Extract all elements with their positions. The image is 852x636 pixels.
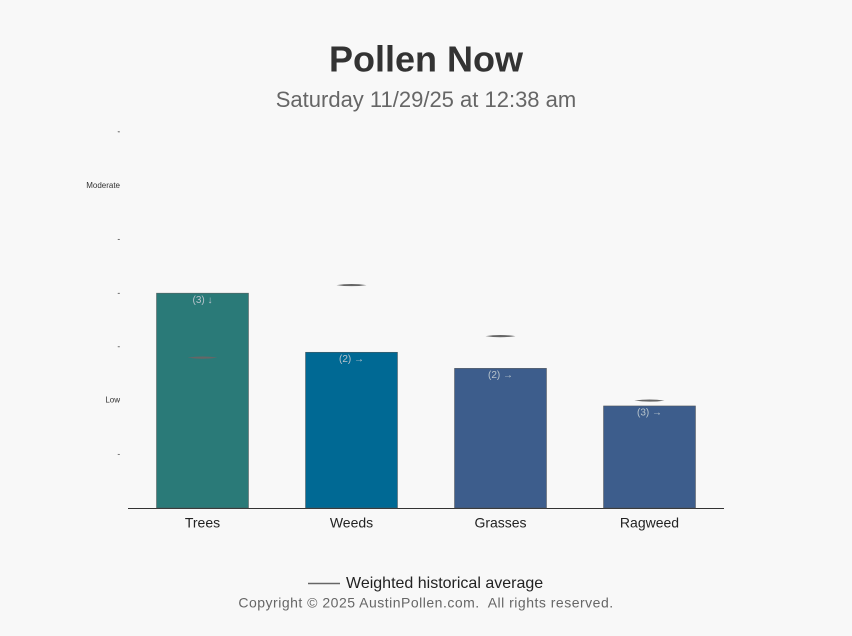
bar-label: (3) ↓ — [193, 295, 213, 306]
y-tick-label: - — [117, 449, 120, 458]
bar — [454, 368, 547, 509]
x-tick-label: Trees — [185, 515, 220, 531]
historical-marker — [336, 283, 367, 287]
legend-label: Weighted historical average — [346, 575, 543, 592]
bar — [305, 351, 398, 509]
bar-label: (3) → — [637, 408, 662, 419]
footer: Copyright © 2025 AustinPollen.com. All r… — [238, 595, 613, 611]
bar-label: (2) → — [339, 354, 364, 365]
bar — [156, 292, 249, 509]
x-tick-label: Grasses — [474, 515, 526, 531]
y-tick-label: Moderate — [86, 181, 120, 190]
y-tick-label: - — [117, 235, 120, 244]
historical-marker — [485, 335, 516, 338]
historical-marker — [187, 356, 218, 359]
bar — [603, 405, 696, 509]
chart-subtitle: Saturday 11/29/25 at 12:38 am — [276, 87, 576, 112]
historical-marker — [634, 399, 665, 402]
y-tick-label: - — [117, 342, 120, 351]
x-tick-label: Weeds — [330, 515, 373, 531]
x-tick-label: Ragweed — [620, 515, 679, 531]
y-tick-label: Low — [105, 396, 120, 405]
bar-label: (2) → — [488, 370, 513, 381]
y-tick-label: - — [117, 127, 120, 136]
y-tick-label: - — [117, 288, 120, 297]
chart-title: Pollen Now — [329, 39, 524, 80]
